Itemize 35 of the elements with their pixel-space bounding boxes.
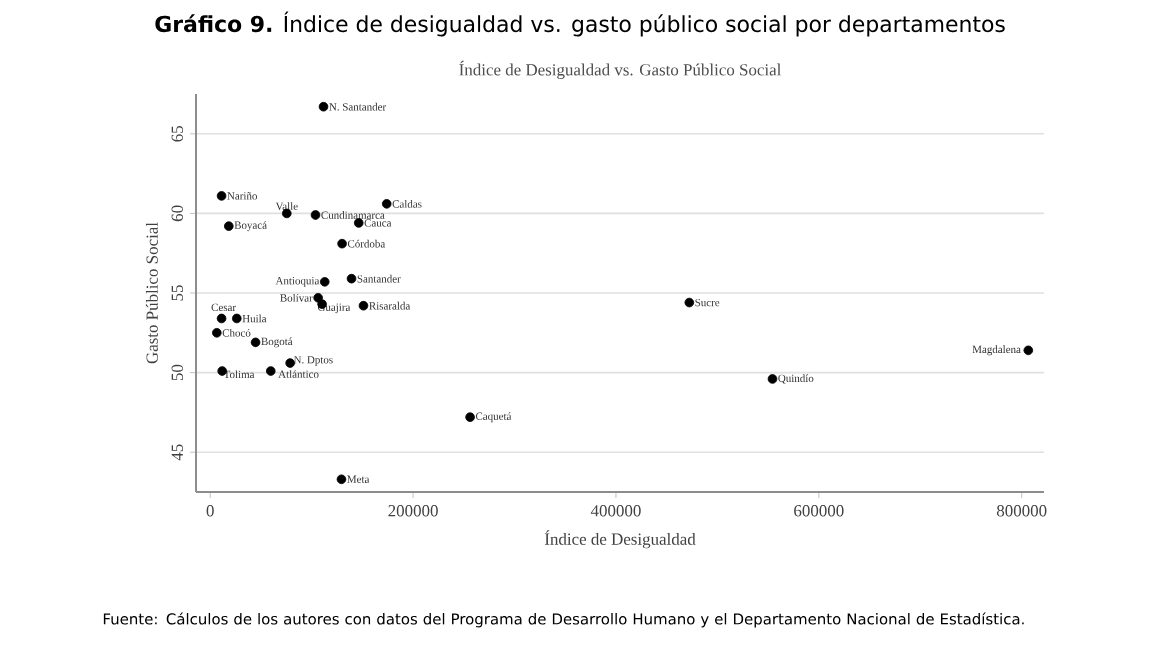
chart-title: Gráfico 9. Índice de desigualdad vs. gasto público social por departamentos [155,11,1005,37]
point [216,313,227,324]
x-tick-label: 400000 [590,505,641,517]
point [212,328,222,338]
point [358,300,369,311]
point [310,210,321,220]
point [223,221,234,231]
point [265,366,276,376]
point [216,191,227,201]
point [337,238,347,249]
point [336,474,347,485]
chart-subtitle: Índice de Desigualdad vs. Gasto Público Social [459,60,782,79]
y-axis-title: Gasto Público Social [145,222,158,364]
point [381,199,392,209]
point [353,218,364,228]
point [1023,345,1034,356]
y-tick-label: 45 [171,444,183,461]
point [250,337,261,348]
y-tick-label: 65 [171,125,183,142]
point [767,374,778,384]
point [346,273,357,284]
point [319,277,330,287]
point [465,412,475,422]
x-tick-label: 600000 [794,505,844,517]
point [285,358,295,368]
point [232,313,242,324]
y-tick-label: 55 [171,285,183,301]
y-tick-label: 60 [171,205,183,222]
point [684,297,695,308]
point [318,101,329,112]
x-axis-title: Índice de Desigualdad [544,530,696,549]
y-tick-label: 50 [171,364,183,381]
x-tick-label: 200000 [388,505,438,517]
x-tick-label: 0 [206,505,214,517]
x-tick-label: 800000 [996,505,1047,517]
